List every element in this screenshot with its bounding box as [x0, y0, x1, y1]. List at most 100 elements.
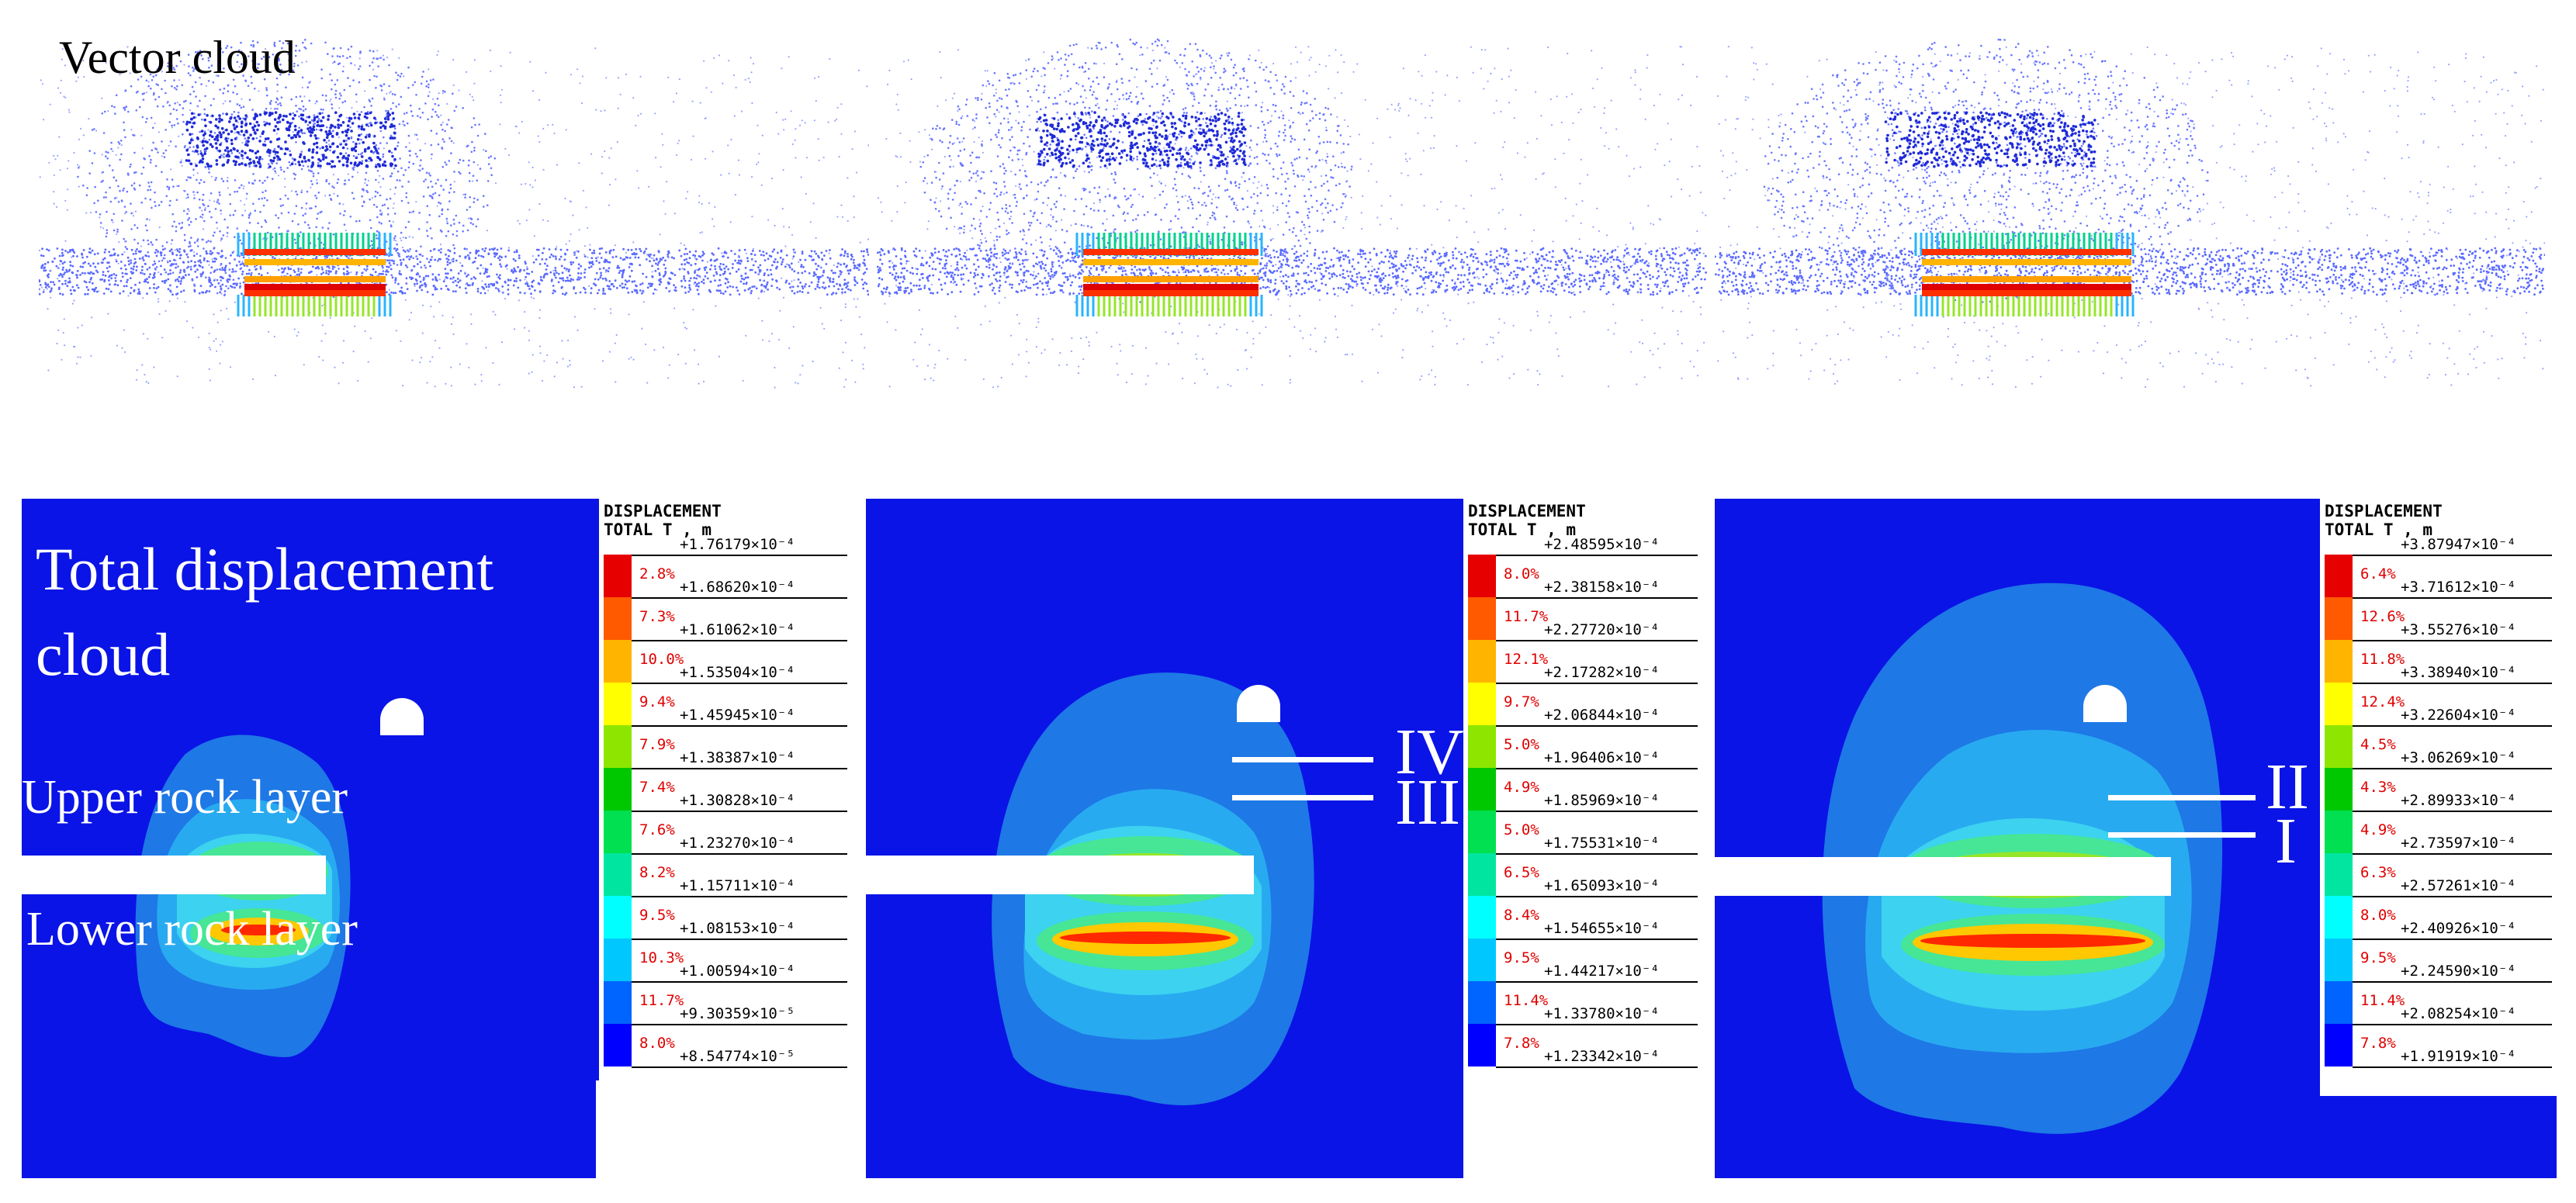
- legend-percent: 10.0%: [639, 651, 684, 668]
- legend-percent: 11.4%: [1504, 992, 1549, 1009]
- legend-value: +1.38387×10⁻⁴: [680, 749, 795, 766]
- legend-swatch: [604, 597, 632, 641]
- legend-tick: [1496, 811, 1698, 812]
- legend-tick: [2353, 896, 2552, 897]
- legend-value: +2.06844×10⁻⁴: [1544, 707, 1660, 724]
- legend-swatch: [604, 1024, 632, 1067]
- legend-value: +2.57261×10⁻⁴: [2401, 877, 2516, 894]
- legend-value: +1.30828×10⁻⁴: [680, 792, 795, 809]
- legend-tick: [1496, 725, 1698, 727]
- legend-swatch: [604, 811, 632, 854]
- legend-swatch: [1468, 597, 1496, 641]
- legend-tick: [632, 1024, 847, 1025]
- legend-swatch: [2325, 768, 2353, 811]
- legend-percent: 8.0%: [639, 1035, 675, 1052]
- legend-swatch: [1468, 768, 1496, 811]
- legend-swatch: [604, 640, 632, 683]
- legend-percent: 11.4%: [2360, 992, 2405, 1009]
- legend-swatch: [1468, 555, 1496, 598]
- legend-swatch: [604, 981, 632, 1025]
- legend-swatch: [2325, 981, 2353, 1025]
- roadway-section: [380, 698, 424, 735]
- legend-tick: [632, 640, 847, 641]
- legend-tick: [1496, 1024, 1698, 1025]
- legend-tick: [632, 811, 847, 812]
- marker-lower: I: [2275, 805, 2297, 877]
- legend-header-line2: TOTAL T , m: [2325, 520, 2433, 539]
- legend-percent: 5.0%: [1504, 736, 1539, 753]
- legend-value: +1.54655×10⁻⁴: [1544, 920, 1660, 937]
- legend-percent: 6.5%: [1504, 864, 1539, 881]
- legend-tick: [2353, 555, 2552, 556]
- legend-tick: [1496, 768, 1698, 769]
- legend-swatch: [604, 725, 632, 769]
- marker-lower: III: [1395, 766, 1460, 838]
- legend-value: +2.48595×10⁻⁴: [1544, 536, 1660, 553]
- legend-tick: [2353, 640, 2552, 641]
- legend-tick: [632, 939, 847, 940]
- legend-header: DISPLACEMENT TOTAL T , m: [604, 502, 722, 539]
- legend-tick: [1496, 597, 1698, 599]
- legend-swatch: [2325, 896, 2353, 939]
- roadway-section: [2083, 685, 2127, 722]
- legend-tick: [632, 768, 847, 769]
- legend-percent: 8.0%: [2360, 907, 2396, 924]
- legend-value: +2.40926×10⁻⁴: [2401, 920, 2516, 937]
- legend-tick: [632, 555, 847, 556]
- legend-tick: [1496, 555, 1698, 556]
- legend-percent: 12.6%: [2360, 608, 2405, 625]
- legend-value: +1.15711×10⁻⁴: [680, 877, 795, 894]
- legend-value: +2.73597×10⁻⁴: [2401, 835, 2516, 852]
- legend-value: +2.38158×10⁻⁴: [1544, 579, 1660, 596]
- roadway-section: [1237, 685, 1280, 722]
- legend-swatch: [604, 853, 632, 897]
- marker-upper: IV: [1395, 716, 1464, 788]
- legend-tick: [632, 896, 847, 897]
- legend-tick: [1496, 1066, 1698, 1068]
- legend-percent: 7.8%: [2360, 1035, 2396, 1052]
- legend-tick: [1496, 853, 1698, 855]
- legend-header: DISPLACEMENT TOTAL T , m: [2325, 502, 2443, 539]
- legend-percent: 10.3%: [639, 949, 684, 966]
- legend-percent: 4.5%: [2360, 736, 2396, 753]
- legend-header-line1: DISPLACEMENT: [1468, 502, 1586, 520]
- legend-percent: 11.8%: [2360, 651, 2405, 668]
- legend-tick: [1496, 683, 1698, 684]
- legend-value: +2.17282×10⁻⁴: [1544, 664, 1660, 681]
- legend-tick: [632, 981, 847, 983]
- legend-value: +3.38940×10⁻⁴: [2401, 664, 2516, 681]
- legend-swatch: [1468, 896, 1496, 939]
- legend-percent: 7.4%: [639, 779, 675, 796]
- legend-swatch: [604, 683, 632, 726]
- legend-swatch: [604, 896, 632, 939]
- legend-tick: [2353, 597, 2552, 599]
- legend-tick: [632, 853, 847, 855]
- legend-percent: 7.3%: [639, 608, 675, 625]
- legend-value: +1.33780×10⁻⁴: [1544, 1005, 1660, 1022]
- legend-swatch: [604, 555, 632, 598]
- legend-header: DISPLACEMENT TOTAL T , m: [1468, 502, 1586, 539]
- legend-value: +1.23342×10⁻⁴: [1544, 1048, 1660, 1065]
- upper-rock-layer-label: Upper rock layer: [22, 771, 348, 824]
- legend-value: +2.08254×10⁻⁴: [2401, 1005, 2516, 1022]
- legend-value: +3.06269×10⁻⁴: [2401, 749, 2516, 766]
- legend-swatch: [604, 939, 632, 982]
- legend-tick: [2353, 981, 2552, 983]
- vector-cloud-panel-1: [39, 16, 869, 396]
- legend-tick: [1496, 896, 1698, 897]
- legend-swatch: [1468, 1024, 1496, 1067]
- legend-value: +1.44217×10⁻⁴: [1544, 963, 1660, 980]
- legend-swatch: [2325, 1024, 2353, 1067]
- legend-value: +8.54774×10⁻⁵: [680, 1048, 795, 1065]
- monitor-line-lower: [1232, 795, 1373, 800]
- legend-tick: [632, 725, 847, 727]
- legend-value: +1.68620×10⁻⁴: [680, 579, 795, 596]
- legend-percent: 9.5%: [2360, 949, 2396, 966]
- displacement-panel-2: IV III DISPLACEMENT TOTAL T , m 8.0% 11.7% 1…: [866, 499, 1698, 1178]
- legend-tick: [1496, 640, 1698, 641]
- legend-swatch: [2325, 683, 2353, 726]
- legend-swatch: [2325, 725, 2353, 769]
- legend-tick: [2353, 1024, 2552, 1025]
- legend-swatch: [1468, 725, 1496, 769]
- excavation-slot: [866, 856, 1254, 894]
